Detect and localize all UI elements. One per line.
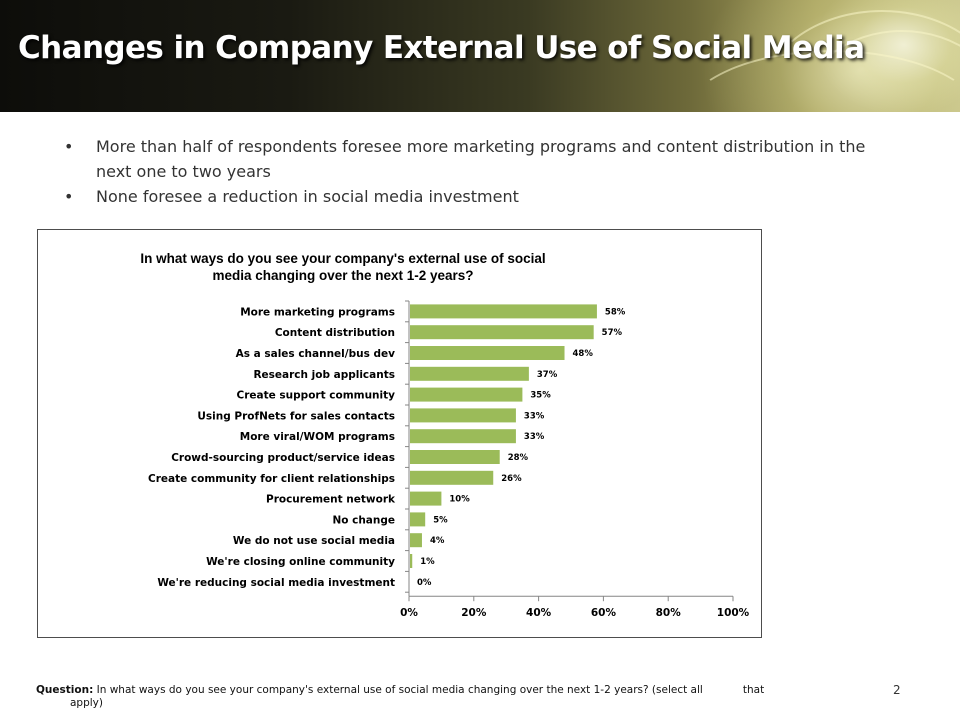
x-tick-label: 80%: [656, 607, 682, 619]
question-label: Question:: [36, 684, 94, 696]
category-label: More marketing programs: [240, 306, 395, 318]
bullet-dot-icon: •: [64, 187, 74, 206]
category-label: Research job applicants: [253, 369, 395, 381]
category-label: We're closing online community: [206, 556, 395, 568]
chart-container: In what ways do you see your company's e…: [37, 229, 762, 638]
value-label: 33%: [524, 411, 545, 421]
category-label: Create community for client relationship…: [148, 473, 395, 485]
page-title: Changes in Company External Use of Socia…: [18, 30, 865, 66]
value-label: 28%: [508, 453, 529, 463]
bar: [410, 470, 494, 485]
bullet-dot-icon: •: [64, 137, 74, 156]
value-label: 58%: [605, 307, 626, 317]
x-tick-label: 100%: [717, 607, 750, 619]
category-label: Crowd-sourcing product/service ideas: [171, 452, 395, 464]
value-label: 57%: [602, 328, 623, 338]
question-text-continued: apply): [70, 697, 103, 709]
bar: [410, 533, 422, 548]
value-label: 4%: [430, 536, 445, 546]
category-label: Using ProfNets for sales contacts: [197, 410, 395, 422]
category-label: Create support community: [237, 390, 396, 402]
bullet-text: More than half of respondents foresee mo…: [96, 137, 866, 181]
bar: [410, 450, 500, 464]
category-label: We're reducing social media investment: [157, 577, 395, 589]
decorative-stem: [680, 50, 960, 112]
value-label: 37%: [537, 370, 558, 380]
x-tick-label: 0%: [400, 607, 418, 619]
page-number: 2: [893, 683, 901, 697]
bar-chart: More marketing programs 58% Content distri…: [148, 300, 750, 619]
question-text: In what ways do you see your company's e…: [96, 684, 765, 696]
bullet-item: • None foresee a reduction in social medi…: [62, 184, 892, 209]
chart-title: In what ways do you see your company's e…: [140, 251, 546, 283]
bar: [410, 491, 442, 506]
bar: [410, 429, 516, 444]
bar: [410, 408, 516, 423]
value-label: 26%: [501, 474, 522, 484]
category-label: No change: [332, 514, 395, 526]
value-label: 1%: [420, 557, 435, 567]
bar: [410, 346, 565, 360]
bar: [410, 387, 523, 402]
category-label: Content distribution: [275, 327, 395, 339]
bar: [410, 304, 597, 319]
value-label: 0%: [417, 578, 432, 588]
bar: [410, 366, 529, 381]
bar: [410, 554, 413, 568]
category-label: We do not use social media: [233, 535, 395, 547]
decorative-stem: [760, 10, 960, 112]
x-tick-label: 60%: [591, 607, 617, 619]
category-label: Procurement network: [266, 494, 396, 506]
value-label: 10%: [449, 495, 470, 505]
header-banner: Changes in Company External Use of Socia…: [0, 0, 960, 112]
bullet-list: • More than half of respondents foresee m…: [62, 134, 892, 209]
question-footnote: Question: In what ways do you see your c…: [36, 684, 866, 710]
value-label: 35%: [530, 391, 551, 401]
x-tick-label: 40%: [526, 607, 552, 619]
x-tick-label: 20%: [461, 607, 487, 619]
bullet-item: • More than half of respondents foresee m…: [62, 134, 892, 184]
category-label: As a sales channel/bus dev: [236, 348, 396, 360]
value-label: 48%: [573, 349, 594, 359]
bullet-text: None foresee a reduction in social media…: [96, 187, 519, 206]
value-label: 5%: [433, 515, 448, 525]
decorative-stem: [800, 30, 960, 112]
bar: [410, 512, 426, 527]
category-label: More viral/WOM programs: [240, 431, 395, 443]
bar: [410, 325, 594, 340]
value-label: 33%: [524, 432, 545, 442]
